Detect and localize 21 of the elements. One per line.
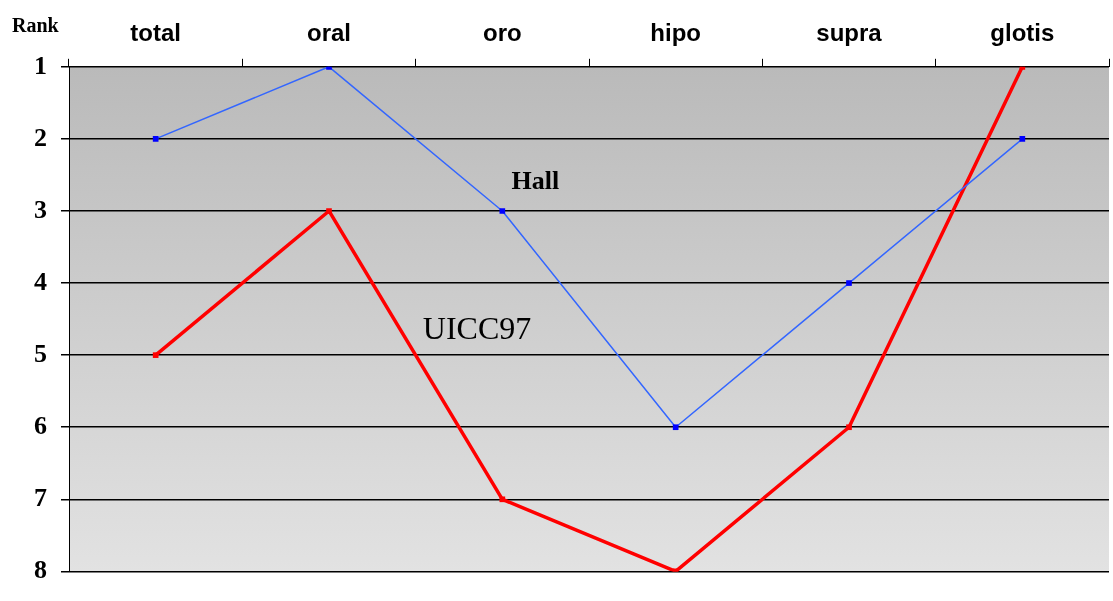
y-tick-label: 3 (34, 194, 47, 224)
y-tick-label: 1 (34, 50, 47, 80)
x-tick-label: total (130, 19, 181, 47)
x-tick-label: glotis (990, 19, 1055, 47)
series-label: Hall (511, 165, 560, 195)
x-tick-label: supra (816, 19, 883, 47)
y-axis-title: Rank (12, 14, 59, 37)
point (499, 496, 506, 503)
y-tick-label: 2 (34, 122, 47, 152)
x-tick-label: oro (483, 19, 522, 47)
point (152, 352, 159, 358)
series-label: UICC97 (422, 310, 532, 347)
point (326, 208, 332, 214)
y-tick-label: 8 (34, 555, 47, 585)
point (846, 424, 852, 431)
y-tick-label: 6 (34, 410, 47, 440)
x-tick-label: hipo (650, 19, 701, 47)
y-tick-label: 4 (34, 266, 47, 296)
x-tick-label: oral (306, 19, 352, 47)
y-tick-label: 5 (34, 338, 47, 368)
y-tick-label: 7 (34, 483, 47, 513)
